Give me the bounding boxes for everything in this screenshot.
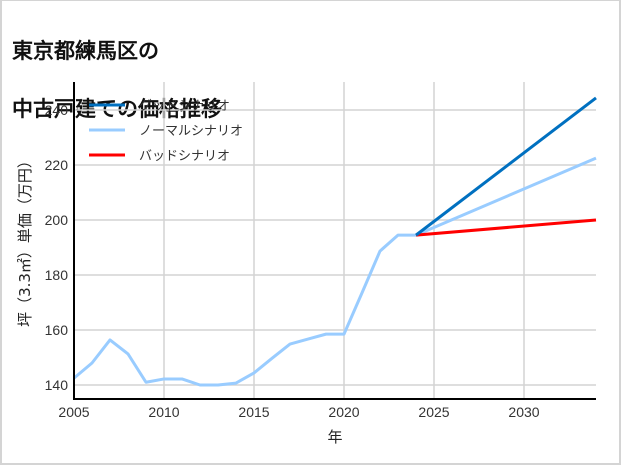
chart-title: 東京都練馬区の 中古戸建ての価格推移	[12, 8, 222, 153]
y-tick-label: 240	[45, 102, 69, 118]
chart-title-line1: 東京都練馬区の	[12, 39, 159, 63]
x-tick-label: 2015	[238, 404, 269, 420]
y-tick-label: 200	[45, 212, 69, 228]
x-tick-label: 2020	[328, 404, 359, 420]
x-tick-label: 2005	[58, 404, 89, 420]
y-axis-label: 坪（3.3㎡）単価（万円）	[16, 153, 34, 327]
tick-labels: 2005 2010 2015 2020 2025 2030 140 160 180 200 220 2…	[45, 102, 540, 420]
axes	[73, 82, 596, 400]
legend-label: バッドシナリオ	[139, 149, 230, 164]
y-tick-label: 220	[45, 157, 69, 173]
history-line	[73, 233, 416, 387]
series-line-2	[415, 218, 597, 237]
legend-label: ノーマルシナリオ	[139, 124, 243, 139]
chart-title-line2: 中古戸建ての価格推移	[12, 97, 222, 121]
x-tick-label: 2010	[148, 404, 179, 420]
x-tick-label: 2025	[418, 404, 449, 420]
data-lines	[73, 96, 597, 387]
y-tick-label: 180	[45, 267, 69, 283]
x-axis-label: 年	[327, 428, 342, 446]
y-tick-label: 160	[45, 322, 69, 338]
legend-label: グッドシナリオ	[139, 99, 230, 114]
series-line-1	[415, 156, 597, 237]
y-tick-label: 140	[45, 377, 69, 393]
x-tick-label: 2030	[508, 404, 539, 420]
series-line-0	[415, 96, 597, 237]
